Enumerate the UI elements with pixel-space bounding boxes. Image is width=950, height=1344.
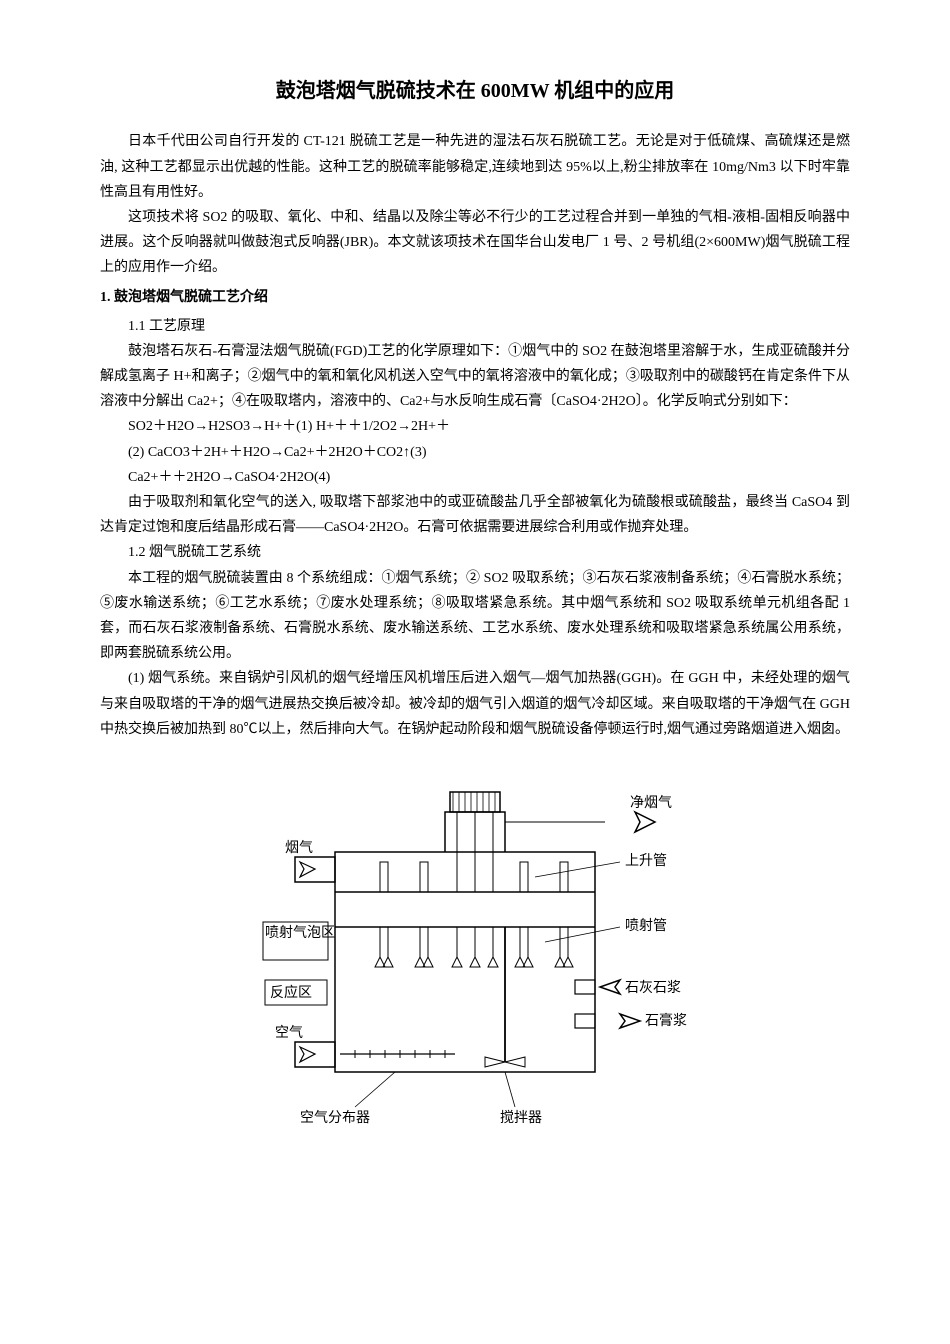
section1-sub1-1: 1.1 工艺原理 bbox=[100, 314, 850, 339]
label-air-distributor: 空气分布器 bbox=[300, 1110, 370, 1126]
intro-p1: 日本千代田公司自行开发的 CT-121 脱硫工艺是一种先进的湿法石灰石脱硫工艺。… bbox=[100, 129, 850, 205]
jbr-diagram: 净烟气 烟气 上升管 bbox=[100, 762, 850, 1151]
formula-1: SO2＋H2O→H2SO3→H+＋(1) H+＋＋1/2O2→2H+＋ bbox=[100, 414, 850, 439]
section1-p1: 鼓泡塔石灰石-石膏湿法烟气脱硫(FGD)工艺的化学原理如下：①烟气中的 SO2 … bbox=[100, 339, 850, 415]
section1-p2: 由于吸取剂和氧化空气的送入, 吸取塔下部浆池中的或亚硫酸盐几乎全部被氧化为硫酸根… bbox=[100, 490, 850, 540]
section1-p3: 本工程的烟气脱硫装置由 8 个系统组成：①烟气系统；② SO2 吸取系统；③石灰… bbox=[100, 566, 850, 667]
label-spray-pipe: 喷射管 bbox=[625, 918, 667, 934]
section1-heading: 1. 鼓泡塔烟气脱硫工艺介绍 bbox=[100, 285, 850, 310]
label-gypsum: 石膏浆 bbox=[645, 1012, 687, 1029]
formula-2: (2) CaCO3＋2H+＋H2O→Ca2+＋2H2O＋CO2↑(3) bbox=[100, 440, 850, 465]
page-title: 鼓泡塔烟气脱硫技术在 600MW 机组中的应用 bbox=[100, 73, 850, 109]
label-clean-gas: 净烟气 bbox=[630, 795, 672, 811]
label-limestone: 石灰石浆 bbox=[625, 980, 681, 996]
label-flue-gas: 烟气 bbox=[285, 840, 313, 856]
label-jet-bubble: 喷射气泡区 bbox=[265, 925, 335, 941]
formula-3: Ca2+＋＋2H2O→CaSO4·2H2O(4) bbox=[100, 465, 850, 490]
label-air: 空气 bbox=[275, 1025, 303, 1041]
spray-pipes bbox=[375, 927, 573, 967]
intro-p2: 这项技术将 SO2 的吸取、氧化、中和、结晶以及除尘等必不行少的工艺过程合并到一… bbox=[100, 205, 850, 281]
label-stirrer: 搅拌器 bbox=[500, 1110, 542, 1126]
label-reaction-zone: 反应区 bbox=[270, 984, 312, 1001]
section1-sub1-2: 1.2 烟气脱硫工艺系统 bbox=[100, 540, 850, 565]
section1-p4: (1) 烟气系统。来自锅炉引风机的烟气经增压风机增压后进入烟气―烟气加热器(GG… bbox=[100, 666, 850, 742]
jbr-diagram-svg: 净烟气 烟气 上升管 bbox=[225, 762, 725, 1142]
label-riser: 上升管 bbox=[625, 853, 667, 869]
